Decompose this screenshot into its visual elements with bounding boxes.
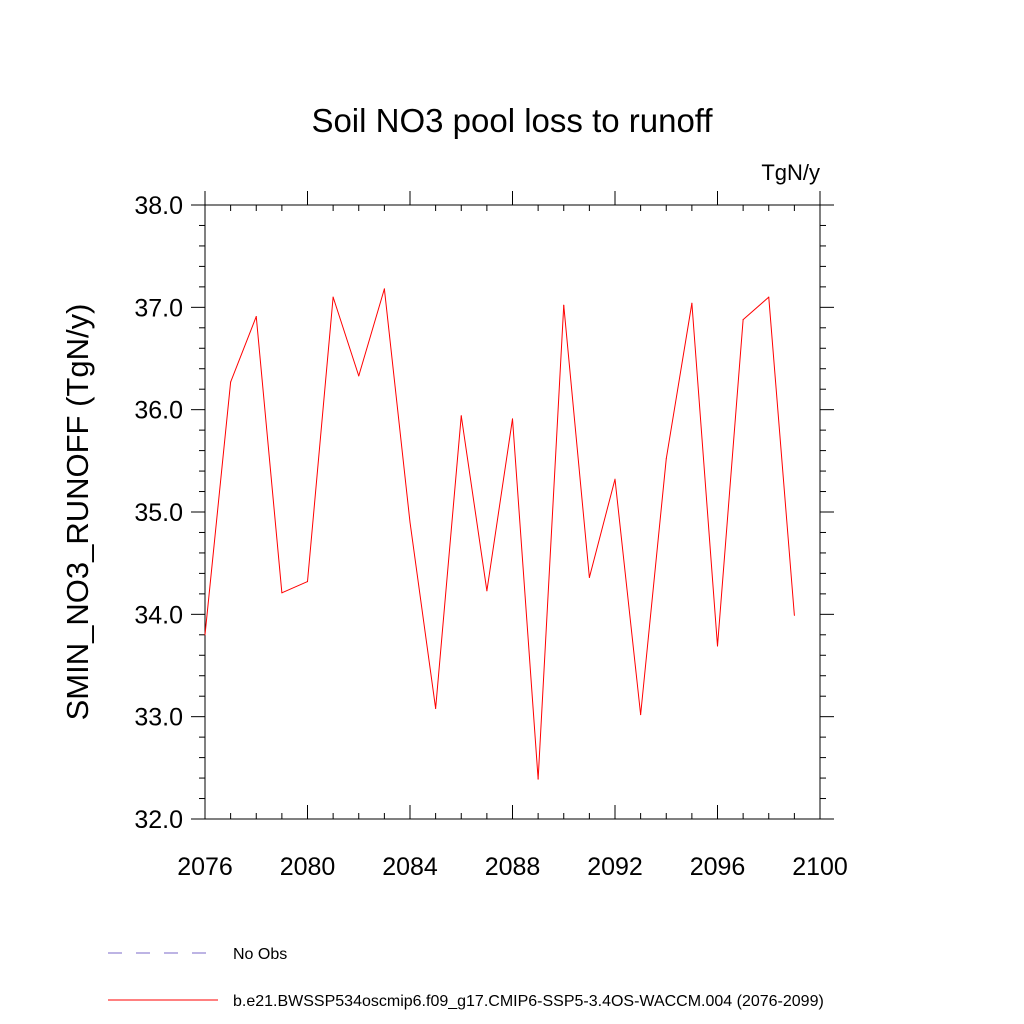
series-segment [460, 415, 488, 592]
series-segment [537, 304, 565, 780]
series-segment [255, 316, 283, 594]
x-tick-label: 2084 [382, 853, 438, 881]
major-ticks [191, 191, 834, 820]
series-segment [383, 288, 411, 523]
series-segment [665, 302, 693, 460]
series-segment [332, 296, 360, 377]
x-tick-labels: 2076 2080 2084 2088 2092 2096 2100 [177, 853, 848, 881]
series-segment [409, 521, 437, 709]
y-tick-label: 33.0 [134, 704, 183, 732]
series-segment [614, 478, 642, 716]
y-tick-label: 32.0 [134, 806, 183, 834]
series-segment [358, 288, 385, 377]
series-line [204, 288, 795, 780]
chart-title: Soil NO3 pool loss to runoff [311, 102, 713, 139]
y-tick-label: 36.0 [134, 397, 183, 425]
series-segment [435, 415, 462, 709]
y-tick-label: 34.0 [134, 601, 183, 629]
series-segment [588, 478, 616, 578]
series-segment [742, 296, 770, 321]
minor-ticks [199, 205, 826, 819]
y-tick-labels: 32.0 33.0 34.0 35.0 36.0 37.0 38.0 [134, 192, 183, 834]
series-segment [640, 458, 667, 716]
y-tick-label: 35.0 [134, 499, 183, 527]
x-tick-label: 2100 [792, 853, 848, 881]
x-tick-label: 2080 [280, 853, 336, 881]
x-tick-label: 2076 [177, 853, 233, 881]
series-segment [204, 381, 232, 636]
x-tick-label: 2096 [690, 853, 746, 881]
series-segment [307, 296, 334, 583]
y-tick-label: 38.0 [134, 192, 183, 220]
legend-label-no-obs: No Obs [233, 946, 287, 963]
x-tick-label: 2088 [485, 853, 541, 881]
series-segment [563, 304, 590, 578]
series-segment [512, 418, 539, 780]
legend-label-model: b.e21.BWSSP534oscmip6.f09_g17.CMIP6-SSP5… [233, 993, 824, 1010]
series-segment [230, 316, 257, 383]
y-axis-label: SMIN_NO3_RUNOFF (TgN/y) [60, 304, 95, 721]
series-segment [486, 418, 513, 592]
legend: No Obs b.e21.BWSSP534oscmip6.f09_g17.CMI… [108, 946, 824, 1010]
y-tick-label: 37.0 [134, 294, 183, 322]
series-segment [717, 319, 744, 647]
units-label: TgN/y [761, 160, 820, 185]
series-segment [691, 302, 718, 647]
series-layer [204, 288, 795, 780]
x-tick-label: 2092 [587, 853, 643, 881]
series-segment [768, 296, 795, 616]
series-segment [281, 581, 308, 594]
